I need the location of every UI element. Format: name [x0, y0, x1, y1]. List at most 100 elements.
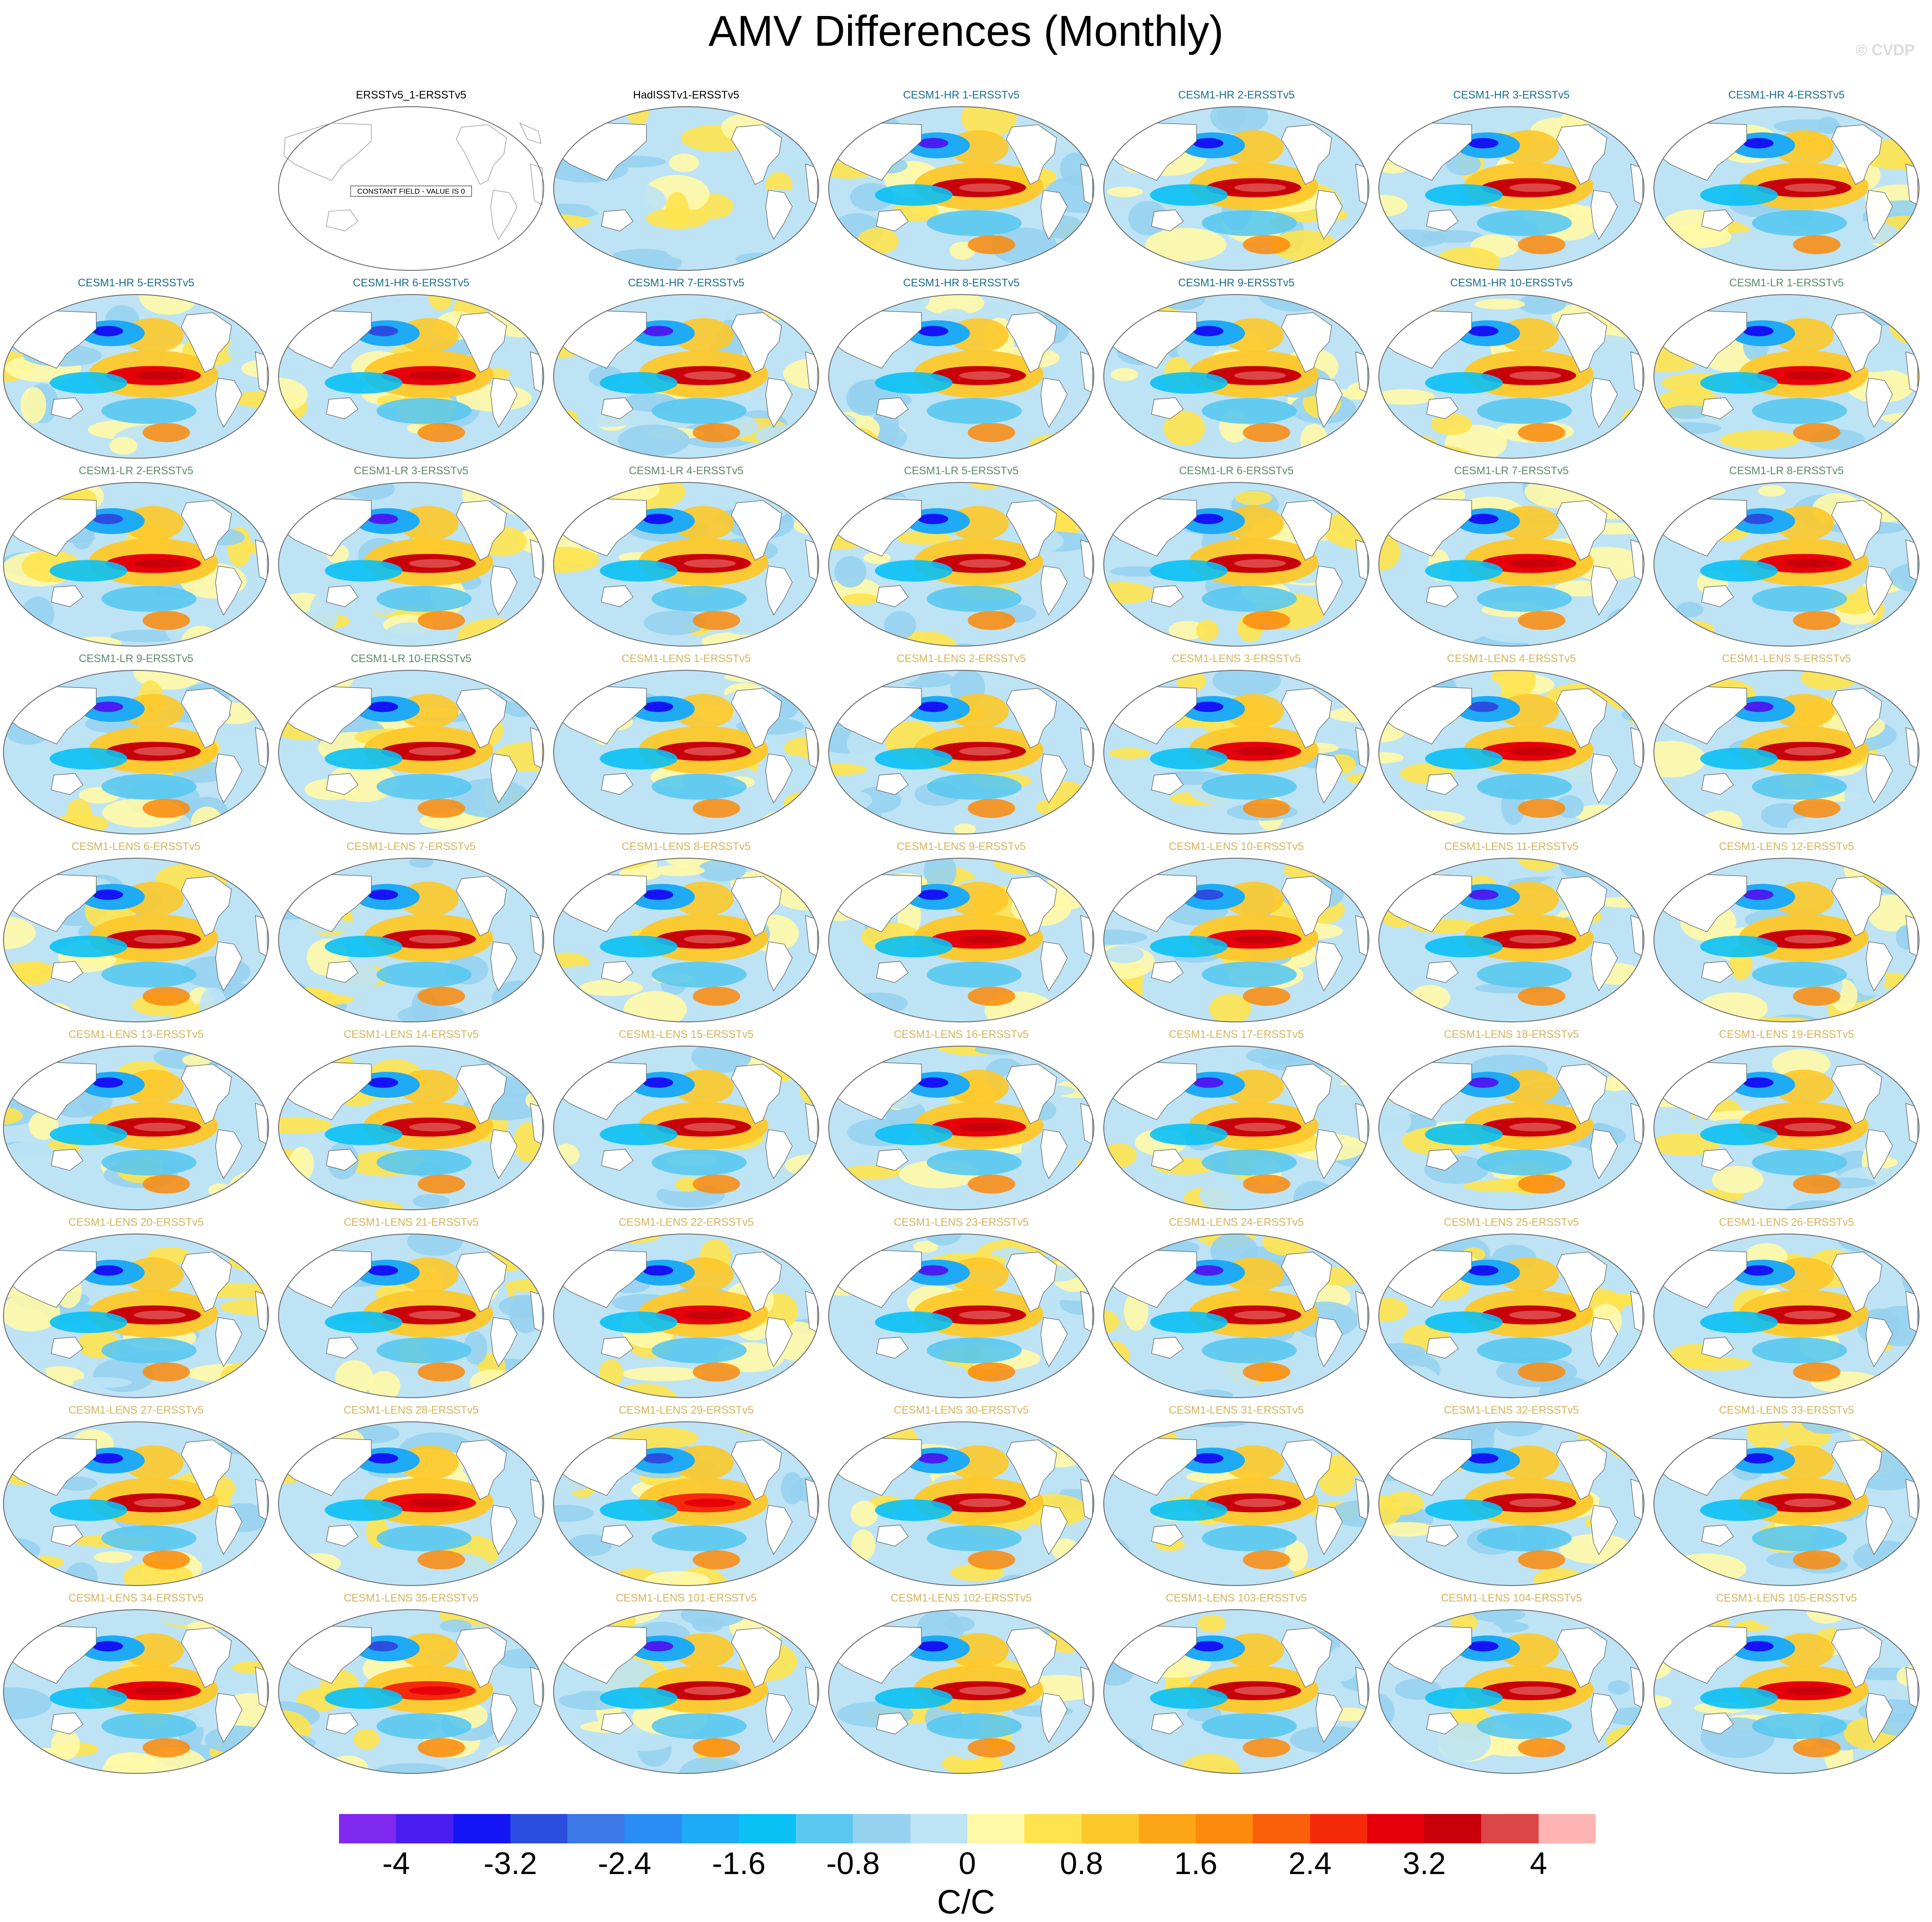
- map-panel: CESM1-LENS 7-ERSSTv5: [275, 840, 547, 1026]
- map-field: [1378, 858, 1644, 1022]
- panel-title: CESM1-HR 8-ERSSTv5: [903, 277, 1020, 289]
- map-panel: CESM1-LENS 32-ERSSTv5: [1375, 1404, 1647, 1589]
- map-field: [828, 1421, 1094, 1586]
- map-field: [828, 670, 1094, 834]
- map-panel: CESM1-HR 2-ERSSTv5: [1100, 89, 1372, 274]
- map-field: [1653, 670, 1919, 834]
- panel-title: CESM1-LENS 25-ERSSTv5: [1444, 1216, 1579, 1228]
- map-panel: CESM1-LENS 4-ERSSTv5: [1375, 652, 1647, 838]
- colorbar-swatch: [738, 1814, 796, 1843]
- panel-title: CESM1-LENS 15-ERSSTv5: [618, 1028, 754, 1040]
- map-field: [1378, 482, 1644, 647]
- map-panel: CESM1-LENS 26-ERSSTv5: [1650, 1216, 1922, 1402]
- map-field: [278, 1046, 544, 1210]
- map-field: [3, 1046, 269, 1210]
- map-panel: CESM1-LENS 13-ERSSTv5: [0, 1028, 272, 1214]
- panel-title: CESM1-LENS 22-ERSSTv5: [618, 1216, 754, 1228]
- map-field: [1653, 106, 1919, 271]
- panel-title: CESM1-LR 6-ERSSTv5: [1179, 465, 1294, 477]
- panel-title: CESM1-HR 4-ERSSTv5: [1728, 89, 1845, 101]
- colorbar-swatch: [681, 1814, 739, 1843]
- map-field: [1378, 106, 1644, 271]
- colorbar-label: C/C: [937, 1883, 995, 1921]
- panel-title: CESM1-HR 6-ERSSTv5: [353, 277, 469, 289]
- map-field: [3, 482, 269, 647]
- map-panel: ERSSTv5_1-ERSSTv5 CONSTANT FIELD - VALUE …: [275, 89, 547, 274]
- map-panel: CESM1-LENS 5-ERSSTv5: [1650, 652, 1922, 838]
- map-panel: CESM1-LENS 3-ERSSTv5: [1100, 652, 1372, 838]
- colorbar-swatch: [396, 1814, 454, 1843]
- map-panel: CESM1-LENS 22-ERSSTv5: [550, 1216, 822, 1402]
- map-field: [1653, 294, 1919, 459]
- map-field: [278, 858, 544, 1022]
- panel-title: CESM1-LR 10-ERSSTv5: [351, 653, 472, 665]
- map-field: [1378, 1609, 1644, 1774]
- map-panel: CESM1-LR 5-ERSSTv5: [825, 464, 1097, 650]
- map-field: [1103, 670, 1369, 834]
- colorbar-tick-label: -3.2: [483, 1846, 537, 1881]
- map-panel: CESM1-LENS 33-ERSSTv5: [1650, 1404, 1922, 1589]
- panel-title: CESM1-LENS 4-ERSSTv5: [1447, 653, 1576, 665]
- map-panel: CESM1-LENS 20-ERSSTv5: [0, 1216, 272, 1402]
- map-field: [1378, 1421, 1644, 1586]
- panel-title: CESM1-LENS 20-ERSSTv5: [68, 1216, 204, 1228]
- panel-title: CESM1-LENS 21-ERSSTv5: [343, 1216, 479, 1228]
- panel-title: CESM1-LENS 7-ERSSTv5: [346, 840, 476, 853]
- map-field: [1103, 1609, 1369, 1774]
- panel-title: CESM1-LENS 29-ERSSTv5: [618, 1404, 754, 1416]
- panel-title: CESM1-LENS 28-ERSSTv5: [343, 1404, 479, 1416]
- panel-title: CESM1-LENS 104-ERSSTv5: [1441, 1592, 1582, 1604]
- map-field: [828, 294, 1094, 459]
- map-panel: CESM1-LENS 102-ERSSTv5: [825, 1592, 1097, 1777]
- map-field: [553, 482, 819, 647]
- colorbar-tick-label: 4: [1530, 1846, 1547, 1881]
- colorbar-swatch: [567, 1814, 625, 1843]
- map-panel: CESM1-LENS 101-ERSSTv5: [550, 1592, 822, 1777]
- map-field: [553, 1421, 819, 1586]
- panel-title: CESM1-LR 3-ERSSTv5: [354, 465, 469, 477]
- panel-title: CESM1-LENS 23-ERSSTv5: [893, 1216, 1029, 1228]
- map-field: [828, 1046, 1094, 1210]
- map-panel: CESM1-LENS 2-ERSSTv5: [825, 652, 1097, 838]
- map-field: [278, 1421, 544, 1586]
- map-field: [3, 294, 269, 459]
- map-field: CONSTANT FIELD - VALUE IS 0: [278, 106, 544, 271]
- map-panel: CESM1-HR 4-ERSSTv5: [1650, 89, 1922, 274]
- panel-title: CESM1-LENS 34-ERSSTv5: [68, 1592, 204, 1604]
- panel-title: CESM1-LENS 101-ERSSTv5: [615, 1592, 757, 1604]
- map-field: [1103, 294, 1369, 459]
- map-panel: CESM1-LENS 28-ERSSTv5: [275, 1404, 547, 1589]
- map-panel: CESM1-LR 3-ERSSTv5: [275, 464, 547, 650]
- map-panel: CESM1-LR 7-ERSSTv5: [1375, 464, 1647, 650]
- map-panel: CESM1-LR 2-ERSSTv5: [0, 464, 272, 650]
- panel-title: CESM1-LENS 1-ERSSTv5: [621, 653, 751, 665]
- colorbar-swatch: [624, 1814, 682, 1843]
- colorbar-swatch: [910, 1814, 968, 1843]
- panel-title: CESM1-LR 1-ERSSTv5: [1729, 277, 1844, 289]
- map-panel: CESM1-HR 10-ERSSTv5: [1375, 276, 1647, 462]
- map-panel: CESM1-LENS 12-ERSSTv5: [1650, 840, 1922, 1026]
- panel-title: CESM1-LR 7-ERSSTv5: [1454, 465, 1569, 477]
- map-panel: CESM1-LENS 18-ERSSTv5: [1375, 1028, 1647, 1214]
- map-panel: CESM1-LENS 103-ERSSTv5: [1100, 1592, 1372, 1777]
- map-field: [553, 1234, 819, 1398]
- colorbar-swatch: [853, 1814, 911, 1843]
- map-panel: CESM1-LENS 35-ERSSTv5: [275, 1592, 547, 1777]
- colorbar-swatch: [1481, 1814, 1539, 1843]
- map-field: [553, 670, 819, 834]
- map-panel: CESM1-LENS 21-ERSSTv5: [275, 1216, 547, 1402]
- panel-title: CESM1-LENS 6-ERSSTv5: [71, 840, 201, 853]
- map-field: [553, 1046, 819, 1210]
- panel-title: CESM1-LR 8-ERSSTv5: [1729, 465, 1844, 477]
- map-panel: CESM1-LR 9-ERSSTv5: [0, 652, 272, 838]
- panel-title: CESM1-LENS 12-ERSSTv5: [1719, 840, 1854, 853]
- map-panel: CESM1-HR 7-ERSSTv5: [550, 276, 822, 462]
- map-panel: HadISSTv1-ERSSTv5: [550, 89, 822, 274]
- map-field: [1378, 1234, 1644, 1398]
- map-field: [3, 670, 269, 834]
- colorbar: [339, 1814, 1596, 1843]
- panel-title: CESM1-LENS 3-ERSSTv5: [1172, 653, 1301, 665]
- colorbar-swatch: [1024, 1814, 1082, 1843]
- colorbar-swatch: [339, 1814, 396, 1843]
- panel-title: CESM1-LENS 19-ERSSTv5: [1719, 1028, 1854, 1040]
